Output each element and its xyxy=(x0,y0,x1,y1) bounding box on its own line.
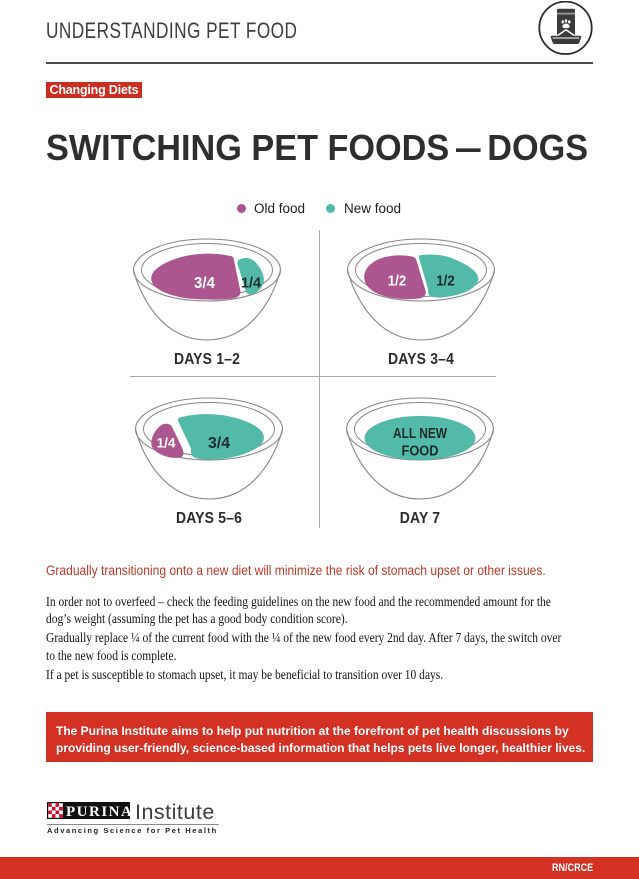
svg-text:3/4: 3/4 xyxy=(194,275,215,292)
svg-text:1/2: 1/2 xyxy=(388,272,407,289)
svg-text:3/4: 3/4 xyxy=(208,435,230,452)
svg-text:1/4: 1/4 xyxy=(241,274,262,291)
svg-text:FOOD: FOOD xyxy=(402,444,439,460)
svg-text:ALL NEW: ALL NEW xyxy=(393,426,447,442)
svg-text:1/4: 1/4 xyxy=(157,435,176,451)
svg-text:1/2: 1/2 xyxy=(436,272,455,289)
